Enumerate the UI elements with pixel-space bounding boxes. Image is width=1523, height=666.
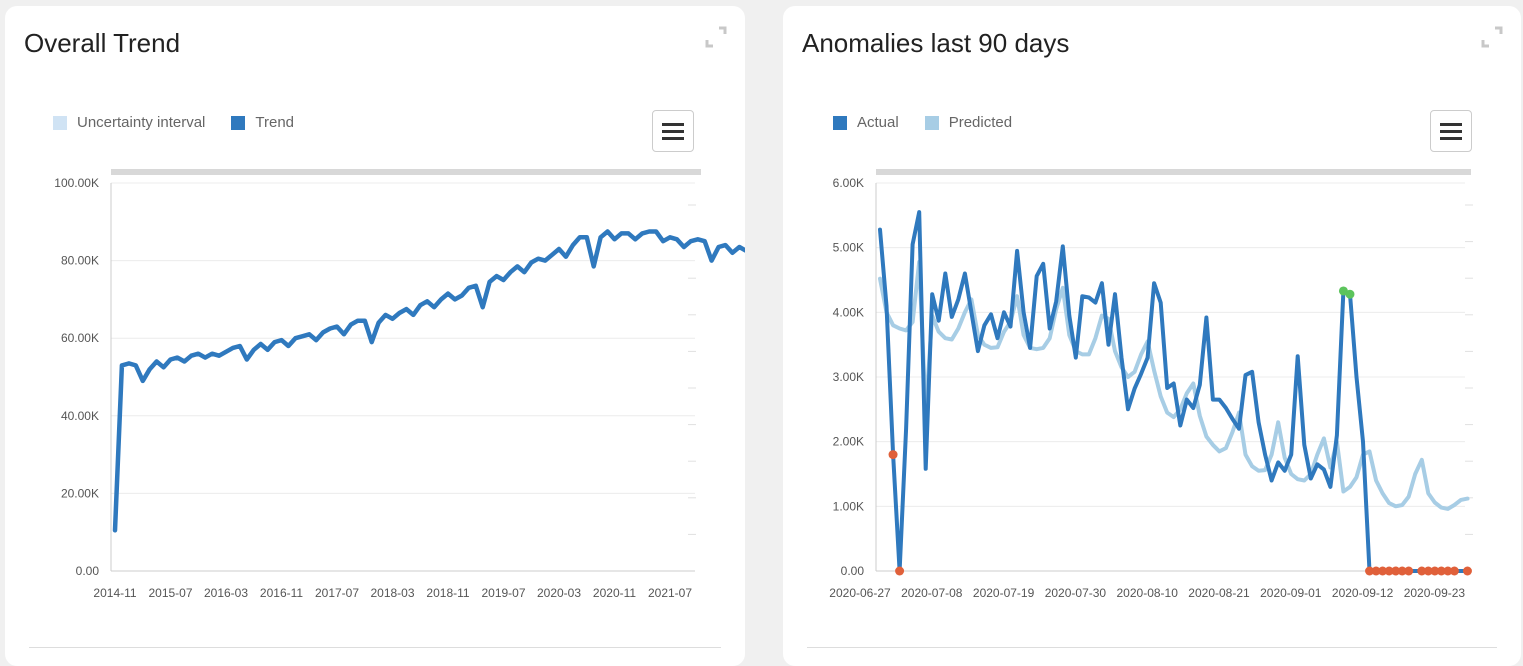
x-tick-label: 2017-07 [315, 586, 359, 600]
x-tick-label: 2020-11 [593, 586, 636, 600]
legend-label: Uncertainty interval [77, 114, 206, 131]
actual-series-line [878, 210, 1470, 573]
anomaly-point[interactable] [1345, 289, 1355, 299]
trend-series-line [112, 229, 745, 533]
x-tick-label: 2020-07-08 [901, 586, 963, 600]
hamburger-menu-icon [1440, 129, 1462, 133]
anomaly-point[interactable] [1371, 566, 1381, 576]
overall-trend-card: Overall Trend Uncertainty interval Trend… [5, 6, 745, 666]
x-tick-label: 2020-03 [537, 586, 581, 600]
anomaly-point[interactable] [1397, 566, 1407, 576]
overall-trend-title: Overall Trend [24, 28, 181, 58]
x-tick-label: 2020-07-30 [1045, 586, 1107, 600]
y-tick-label: 1.00K [833, 499, 864, 513]
legend-swatch [924, 115, 939, 130]
x-tick-label: 2020-09-23 [1404, 586, 1466, 600]
anomaly-point[interactable] [1417, 566, 1427, 576]
anomaly-point[interactable] [1430, 566, 1440, 576]
divider [29, 647, 721, 648]
legend-swatch [833, 115, 847, 130]
expand-icon[interactable] [1481, 26, 1503, 48]
hamburger-menu-icon [662, 136, 684, 140]
scrollbar[interactable] [876, 169, 1471, 175]
hamburger-menu-icon [1440, 136, 1462, 140]
y-tick-label: 60.00K [61, 331, 99, 345]
legend-item-trend[interactable]: Trend [231, 114, 294, 131]
x-tick-label: 2016-11 [260, 586, 303, 600]
x-tick-label: 2015-07 [148, 586, 192, 600]
anomaly-point[interactable] [1365, 566, 1375, 576]
y-tick-label: 0.00 [841, 564, 865, 578]
y-tick-label: 80.00K [61, 254, 99, 268]
hamburger-menu-icon [662, 122, 684, 126]
y-tick-label: 4.00K [833, 305, 864, 319]
legend-item-uncertainty-interval[interactable]: Uncertainty interval [53, 114, 205, 131]
anomalies-title: Anomalies last 90 days [802, 28, 1070, 58]
legend-item-predicted[interactable]: Predicted [924, 114, 1013, 131]
x-tick-label: 2016-03 [204, 586, 248, 600]
y-tick-label: 40.00K [61, 409, 99, 423]
anomaly-point[interactable] [1443, 566, 1453, 576]
legend-label: Actual [857, 114, 899, 131]
expand-icon[interactable] [705, 26, 727, 48]
legend-label: Predicted [948, 114, 1013, 131]
y-tick-label: 2.00K [833, 435, 864, 449]
overall-trend-legend: Uncertainty interval Trend [53, 114, 294, 131]
x-tick-label: 2020-09-01 [1260, 586, 1322, 600]
anomaly-point[interactable] [1404, 566, 1414, 576]
x-tick-label: 2018-03 [370, 586, 414, 600]
anomaly-point[interactable] [1462, 566, 1472, 576]
anomaly-point[interactable] [1449, 566, 1459, 576]
anomalies-chart: 0.00 1.00K 2.00K 3.00K 4.00K 5.00K 6.00K 2020-0… [829, 169, 1473, 600]
x-tick-label: 2020-08-10 [1117, 586, 1179, 600]
legend-label: Trend [255, 114, 295, 131]
y-tick-label: 100.00K [54, 176, 99, 190]
divider [807, 647, 1497, 648]
x-tick-label: 2020-08-21 [1188, 586, 1250, 600]
x-tick-label: 2021-07 [648, 586, 692, 600]
scrollbar[interactable] [111, 169, 701, 175]
y-tick-label: 0.00 [76, 564, 100, 578]
chart-menu-button[interactable] [652, 110, 694, 152]
anomalies-legend: Actual Predicted [833, 114, 1012, 131]
hamburger-menu-icon [1440, 122, 1462, 126]
y-tick-label: 20.00K [61, 486, 99, 500]
overall-trend-chart: 0.00 20.00K 40.00K 60.00K 80.00K 100.00K 2014-… [54, 169, 745, 600]
x-tick-label: 2020-07-19 [973, 586, 1035, 600]
x-tick-label: 2018-11 [426, 586, 469, 600]
x-tick-label: 2014-11 [93, 586, 136, 600]
anomaly-point[interactable] [1384, 566, 1394, 576]
hamburger-menu-icon [662, 129, 684, 133]
legend-item-actual[interactable]: Actual [833, 114, 899, 131]
y-tick-label: 3.00K [833, 370, 864, 384]
anomaly-point[interactable] [1436, 566, 1446, 576]
anomaly-point[interactable] [888, 450, 898, 460]
anomaly-point[interactable] [1378, 566, 1388, 576]
x-tick-label: 2019-07 [481, 586, 525, 600]
y-tick-label: 6.00K [833, 176, 864, 190]
chart-menu-button[interactable] [1430, 110, 1472, 152]
legend-swatch [231, 115, 246, 130]
predicted-series-line [878, 259, 1470, 511]
anomaly-point[interactable] [1423, 566, 1433, 576]
anomalies-card: Anomalies last 90 days Actual Predicted … [783, 6, 1521, 666]
x-tick-label: 2020-09-12 [1332, 586, 1394, 600]
x-tick-label: 2020-06-27 [829, 586, 891, 600]
legend-swatch [53, 115, 67, 130]
anomaly-point[interactable] [1391, 566, 1401, 576]
y-tick-label: 5.00K [833, 241, 864, 255]
anomaly-point[interactable] [895, 566, 905, 576]
